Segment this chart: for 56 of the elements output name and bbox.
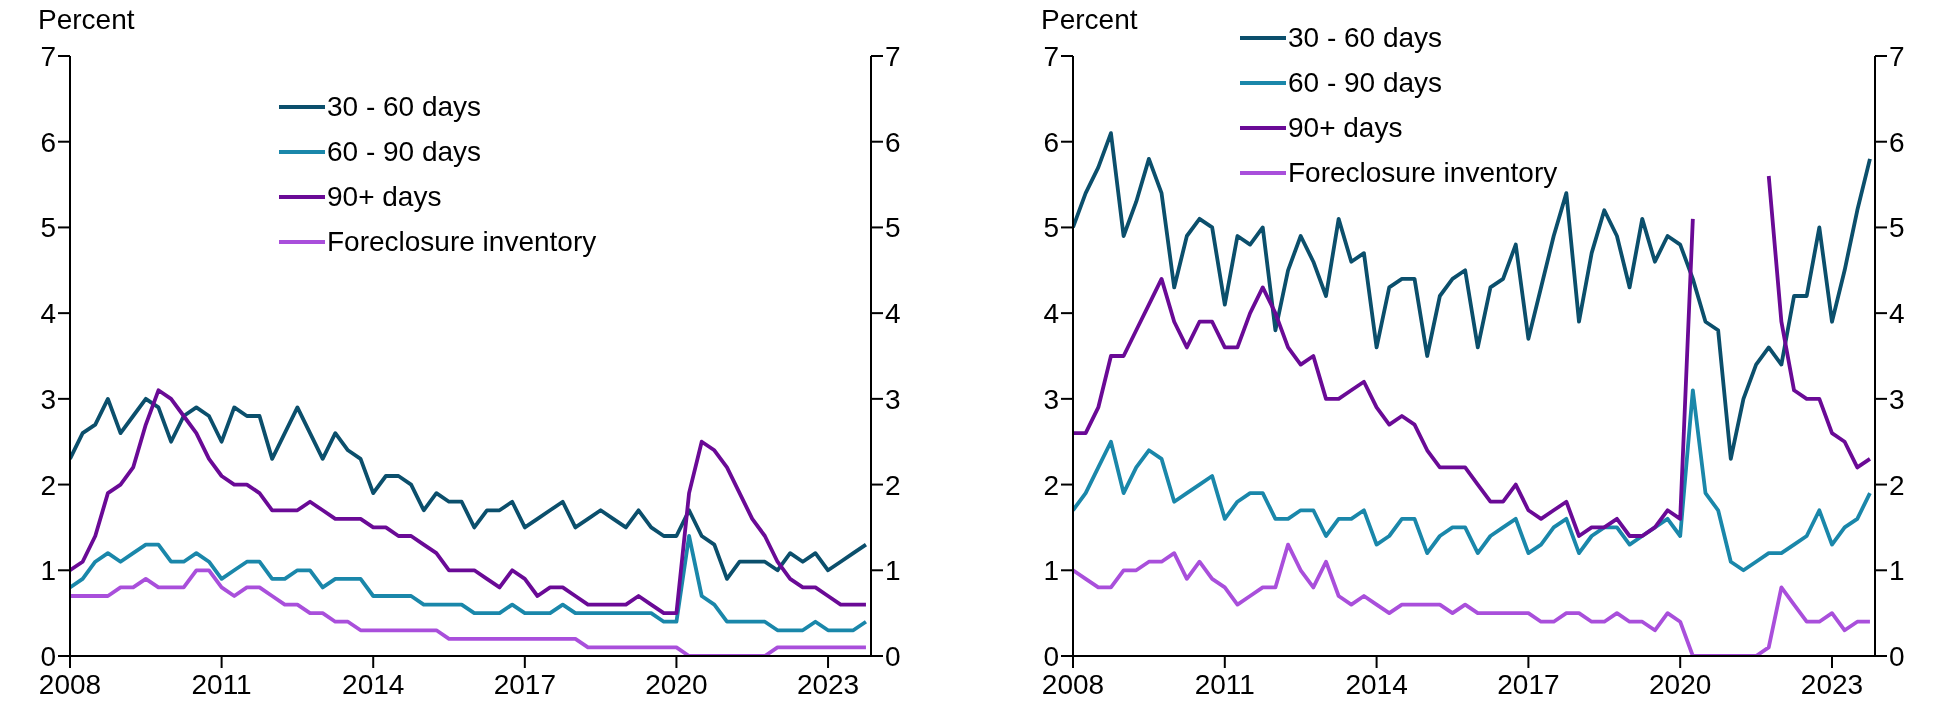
- y2-tick-label: 2: [885, 469, 901, 501]
- y2-tick-label: 1: [1889, 555, 1905, 587]
- x-tick-label: 2017: [493, 668, 556, 700]
- y-tick-label: 6: [40, 126, 56, 158]
- y-tick-label: 3: [1043, 383, 1059, 415]
- y-tick-label: 4: [40, 298, 56, 330]
- y2-tick-label: 0: [885, 640, 901, 672]
- legend-label: 60 - 90 days: [327, 135, 482, 168]
- y2-tick-label: 6: [885, 126, 901, 158]
- y2-tick-label: 4: [885, 298, 901, 330]
- line-series: [70, 568, 868, 656]
- x-tick-label: 2011: [191, 668, 252, 700]
- x-tick-label: 2020: [645, 668, 708, 700]
- y-tick-label: 4: [1043, 298, 1059, 330]
- y-axis-title: Percent: [38, 4, 135, 36]
- legend-label: 30 - 60 days: [327, 90, 482, 123]
- y2-tick-label: 0: [1889, 640, 1905, 672]
- y-tick-label: 2: [1043, 469, 1059, 501]
- x-tick-label: 2011: [1194, 668, 1255, 700]
- y2-tick-label: 6: [1889, 126, 1905, 158]
- y-tick-label: 2: [40, 469, 56, 501]
- y-tick-label: 7: [40, 40, 56, 72]
- line-series: [70, 534, 868, 633]
- legend-label: Foreclosure inventory: [1288, 156, 1558, 189]
- y-tick-label: 5: [1043, 212, 1059, 244]
- legend-label: 60 - 90 days: [1288, 66, 1443, 99]
- y2-tick-label: 1: [885, 555, 901, 587]
- y-tick-label: 1: [1043, 555, 1059, 587]
- legend-label: 90+ days: [1288, 111, 1403, 144]
- x-tick-label: 2023: [796, 668, 860, 700]
- line-series: [70, 396, 868, 581]
- line-series: [1073, 388, 1872, 573]
- y2-tick-label: 3: [1889, 383, 1905, 415]
- y-tick-label: 7: [1043, 40, 1059, 72]
- y2-tick-label: 7: [1889, 40, 1905, 72]
- line-series: [70, 388, 868, 616]
- x-tick-label: 2020: [1649, 668, 1712, 700]
- y-tick-label: 6: [1043, 126, 1059, 158]
- y-axis-title: Percent: [1041, 4, 1138, 36]
- y2-tick-label: 7: [885, 40, 901, 72]
- y2-tick-label: 4: [1889, 298, 1905, 330]
- y2-tick-label: 2: [1889, 469, 1905, 501]
- legend-label: 30 - 60 days: [1288, 21, 1443, 54]
- x-tick-label: 2014: [1345, 668, 1408, 700]
- y2-tick-label: 5: [885, 212, 901, 244]
- y-tick-label: 1: [40, 555, 56, 587]
- line-series: [1073, 542, 1872, 656]
- y-tick-label: 3: [40, 383, 56, 415]
- legend-label: Foreclosure inventory: [327, 225, 597, 258]
- x-tick-label: 2023: [1800, 668, 1864, 700]
- y2-tick-label: 3: [885, 383, 901, 415]
- legend-label: 90+ days: [327, 180, 442, 213]
- y2-tick-label: 5: [1889, 212, 1905, 244]
- x-tick-label: 2017: [1497, 668, 1560, 700]
- y-tick-label: 5: [40, 212, 56, 244]
- x-tick-label: 2014: [342, 668, 405, 700]
